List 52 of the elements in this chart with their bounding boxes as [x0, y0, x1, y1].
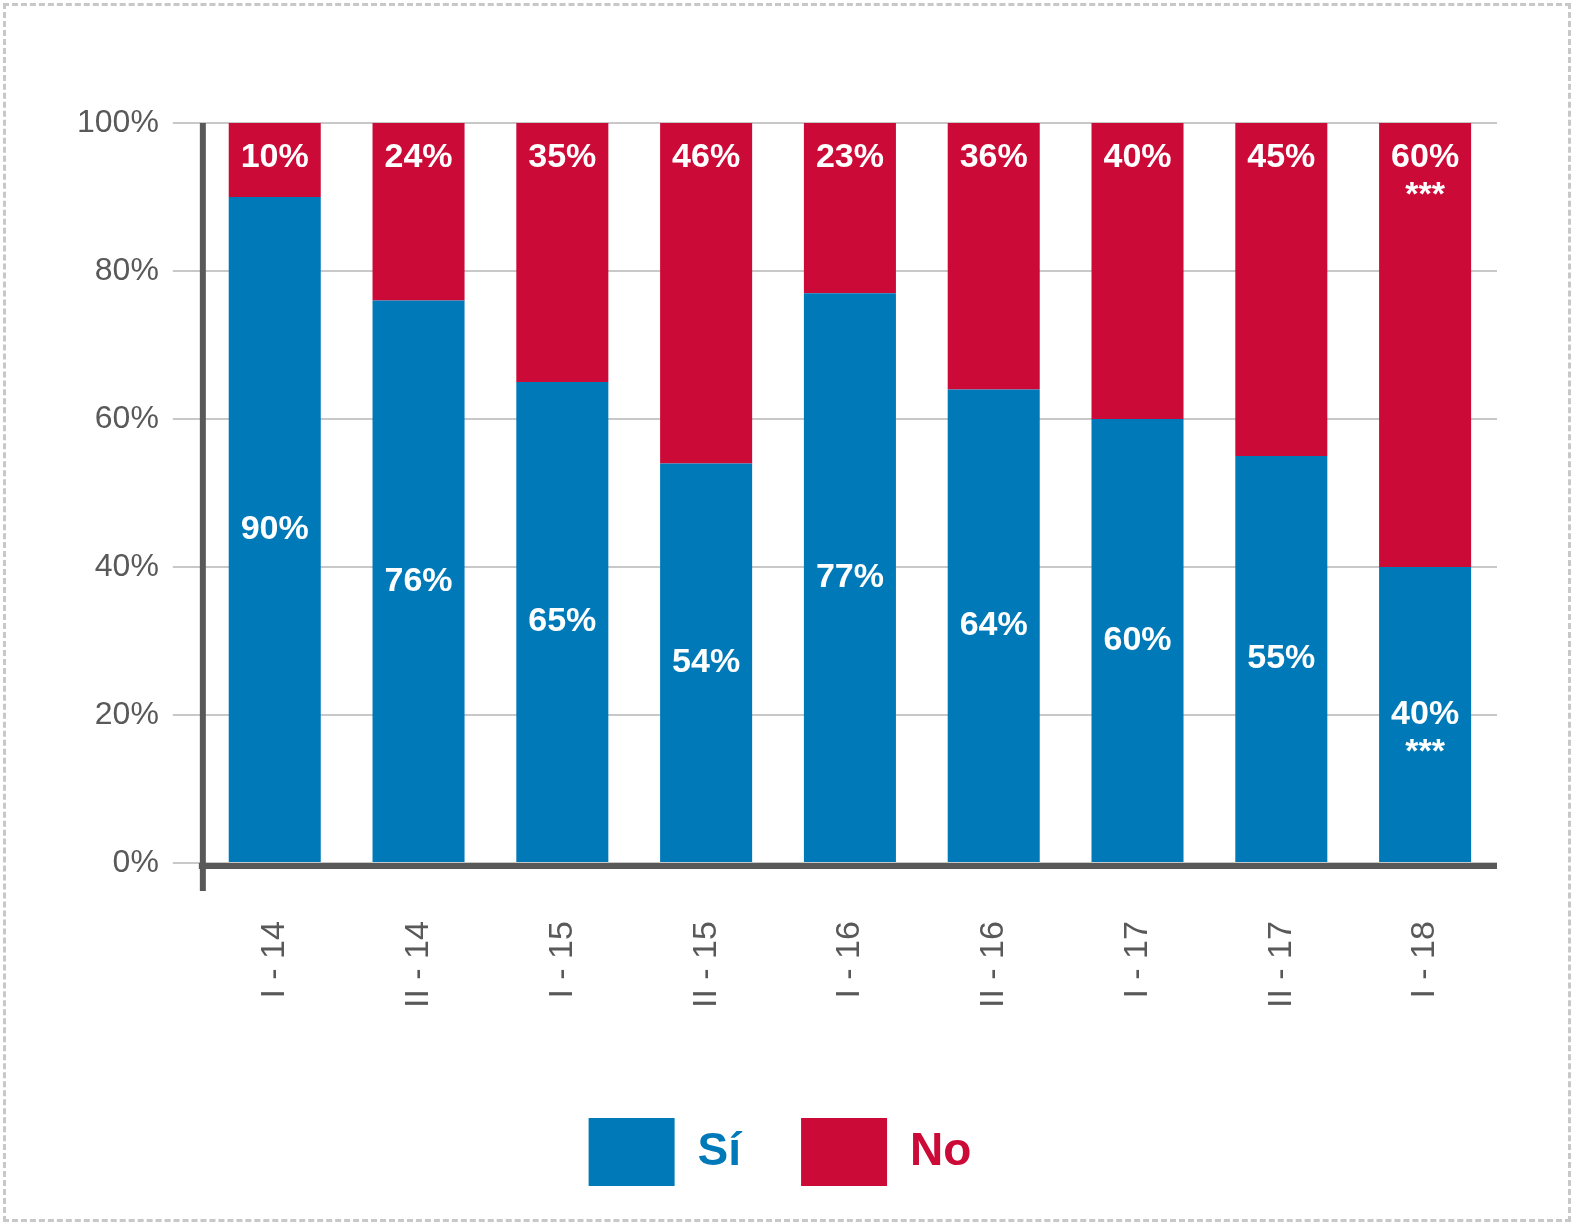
bar [803, 123, 896, 294]
bar [947, 389, 1040, 863]
x-tick-label: II - 17 [1259, 921, 1298, 1009]
x-tick-label: I - 16 [828, 921, 867, 999]
bar [1091, 123, 1184, 420]
y-tick-label: 40% [94, 546, 159, 583]
bar [660, 463, 753, 863]
data-label: 76% [384, 559, 453, 598]
y-tick-label: 100% [77, 102, 159, 139]
bar [516, 382, 609, 863]
bar [516, 123, 609, 383]
bar [228, 197, 321, 863]
data-label: 23% [815, 136, 884, 175]
bar [1235, 123, 1328, 457]
data-label: 45% [1247, 136, 1316, 175]
data-label: 40% *** [1391, 692, 1460, 769]
x-tick-label: I - 15 [540, 921, 579, 999]
bar [372, 123, 465, 301]
bar [1379, 123, 1472, 568]
bar [1235, 456, 1328, 863]
x-tick-label: II - 15 [684, 921, 723, 1009]
y-tick-label: 80% [94, 250, 159, 287]
data-label: 24% [384, 136, 453, 175]
x-tick-label: I - 17 [1115, 921, 1154, 999]
data-label: 10% [240, 136, 309, 175]
data-label: 65% [528, 600, 597, 639]
data-label: 60% *** [1391, 136, 1460, 213]
legend-label: Sí [697, 1122, 744, 1175]
bar [372, 300, 465, 863]
data-label: 64% [959, 604, 1028, 643]
data-label: 40% [1103, 136, 1172, 175]
x-tick-label: II - 16 [972, 921, 1011, 1009]
data-label: 54% [672, 641, 741, 680]
data-label: 90% [240, 507, 309, 546]
bar [1091, 419, 1184, 863]
data-label: 60% [1103, 618, 1172, 657]
data-label: 35% [528, 136, 597, 175]
y-tick-label: 0% [112, 842, 159, 879]
y-tick-label: 20% [94, 694, 159, 731]
bar [1379, 567, 1472, 863]
data-label: 55% [1247, 637, 1316, 676]
x-tick-label: I - 18 [1403, 921, 1442, 999]
data-label: 46% [672, 136, 741, 175]
x-tick-label: I - 14 [253, 921, 292, 999]
bar [660, 123, 753, 464]
bar [803, 293, 896, 863]
legend-label: No [910, 1122, 972, 1175]
x-tick-label: II - 14 [396, 921, 435, 1009]
data-label: 77% [815, 556, 884, 595]
y-tick-label: 60% [94, 398, 159, 435]
bar [947, 123, 1040, 390]
data-label: 36% [959, 136, 1028, 175]
